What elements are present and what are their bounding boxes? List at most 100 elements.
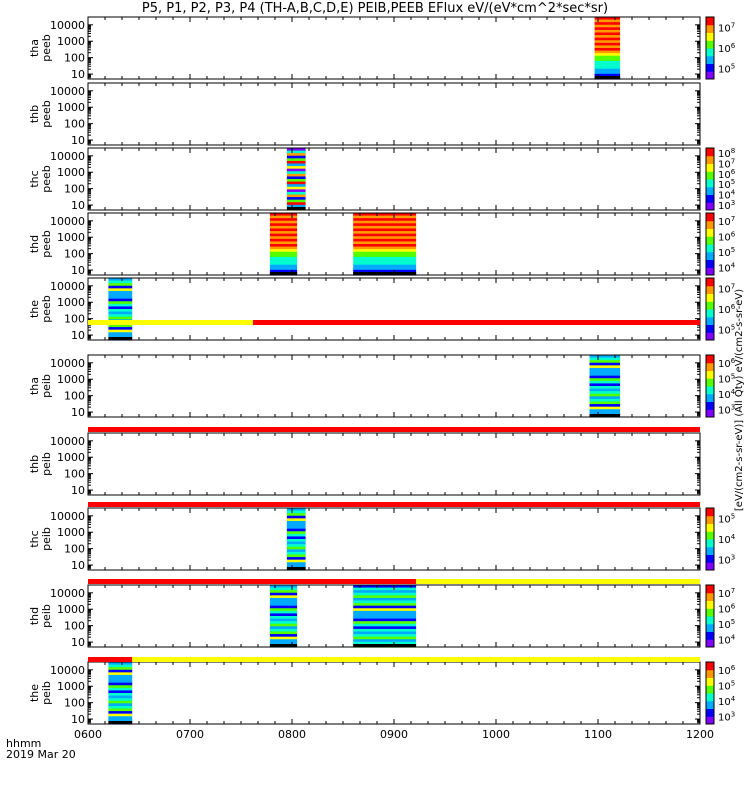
panel-frame	[87, 507, 701, 571]
panel-frame	[87, 661, 701, 725]
spectrogram-cell	[108, 664, 133, 668]
colorbar-cell	[706, 409, 714, 412]
spectrogram-cell	[108, 316, 133, 320]
colorbar-cell	[706, 303, 714, 306]
colorbar-cell	[706, 710, 714, 713]
colorbar-cell	[706, 61, 714, 64]
panel-label: peib	[40, 374, 53, 398]
spectrogram-cell	[589, 388, 621, 392]
colorbar-cell	[706, 153, 714, 157]
colorbar-cell	[706, 629, 714, 632]
spectrogram-cell	[589, 401, 621, 405]
colorbar-cell	[706, 299, 714, 302]
colorbar-cell	[706, 722, 714, 725]
spectrogram-cell	[353, 600, 417, 604]
colorbar-cell	[706, 568, 714, 571]
panel-label: peeb	[40, 165, 53, 193]
spectrogram-cell	[589, 375, 621, 379]
colorbar-cell	[706, 554, 714, 557]
spectrogram-cell	[108, 705, 133, 710]
spectrogram-cell	[286, 536, 306, 540]
colorbar-cell	[706, 413, 714, 416]
spectrogram-cell	[269, 254, 298, 258]
spectrogram-cell	[269, 246, 298, 250]
spectrogram-cell	[286, 533, 306, 538]
colorbar-cell	[706, 600, 714, 603]
colorbar-tick-label: 105	[718, 618, 735, 631]
colorbar-cell	[706, 386, 714, 389]
date-label: 2019 Mar 20	[6, 748, 76, 761]
colorbar-cell	[706, 247, 714, 251]
colorbar-cell	[706, 387, 714, 391]
colorbar-cell	[706, 206, 714, 209]
spectrogram-cell	[589, 411, 621, 416]
y-tick-label: 1000	[57, 680, 85, 693]
colorbar-cell	[706, 196, 714, 199]
chart-title: P5, P1, P2, P3, P4 (TH-A,B,C,D,E) PEIB,P…	[141, 1, 609, 16]
burst-floor	[269, 644, 298, 647]
colorbar-cell	[706, 362, 714, 366]
panel-label: peeb	[40, 100, 53, 128]
spectrogram-cell	[269, 610, 298, 615]
spectrogram-cell	[269, 228, 298, 232]
spectrogram-cell	[286, 544, 306, 548]
colorbar-cell	[706, 251, 714, 255]
colorbar-cell	[706, 608, 714, 611]
panel-label: thb	[28, 105, 41, 123]
colorbar-cell	[706, 592, 714, 596]
y-tick-label: 10000	[50, 215, 85, 228]
colorbar-cell	[706, 604, 714, 607]
colorbar-cell	[706, 391, 714, 395]
colorbar-cell	[706, 285, 714, 289]
spectrogram-cell	[269, 220, 298, 224]
colorbar-cell	[706, 356, 714, 360]
colorbar-cell	[706, 633, 714, 636]
spectrogram-cell	[589, 370, 621, 374]
spectrogram-cell	[353, 587, 417, 591]
colorbar-tick-label: 106	[718, 230, 736, 243]
colorbar-cell	[706, 49, 714, 53]
spectrogram-cell	[108, 288, 133, 292]
colorbar-cell	[706, 289, 714, 293]
colorbar-cell	[706, 269, 714, 272]
spectrogram-cell	[269, 631, 298, 635]
x-tick-label: 0600	[74, 728, 102, 741]
colorbar-cell	[706, 204, 714, 207]
colorbar-cell	[706, 53, 714, 57]
colorbar-cell	[706, 693, 714, 696]
y-tick-label: 10	[71, 264, 85, 277]
mode-bar-segment	[88, 579, 417, 584]
colorbar-cell	[706, 232, 714, 235]
colorbar-cell	[706, 305, 714, 308]
colorbar-cell	[706, 407, 714, 410]
spectrogram-cell	[353, 595, 417, 599]
colorbar-cell	[706, 273, 714, 276]
colorbar-cell	[706, 519, 714, 523]
colorbar-cell	[706, 73, 714, 76]
colorbar-cell	[706, 700, 714, 704]
colorbar-cell	[706, 316, 714, 320]
colorbar-cell	[706, 322, 714, 325]
spectrogram-cell	[353, 241, 417, 245]
colorbar-cell	[706, 614, 714, 617]
colorbar-cell	[706, 667, 714, 671]
colorbar-cell	[706, 163, 714, 166]
colorbar-cell	[706, 706, 714, 709]
spectrogram-cell	[269, 590, 298, 594]
colorbar-cell	[706, 368, 714, 371]
colorbar-cell	[706, 338, 714, 341]
spectrogram-cell	[286, 549, 306, 553]
y-tick-label: 1000	[57, 296, 85, 309]
mode-bar-segment	[88, 502, 700, 507]
spectrogram-cell	[594, 37, 621, 41]
spectrogram-cell	[269, 218, 298, 222]
spectrogram-cell	[108, 693, 133, 697]
y-tick-label: 1000	[57, 451, 85, 464]
colorbar-cell	[706, 395, 714, 399]
spectrogram-cell	[594, 53, 621, 57]
mode-bar-segment	[88, 427, 700, 432]
colorbar-cell	[706, 585, 714, 588]
colorbar-cell	[706, 200, 714, 203]
spectrogram-cell	[353, 592, 417, 596]
